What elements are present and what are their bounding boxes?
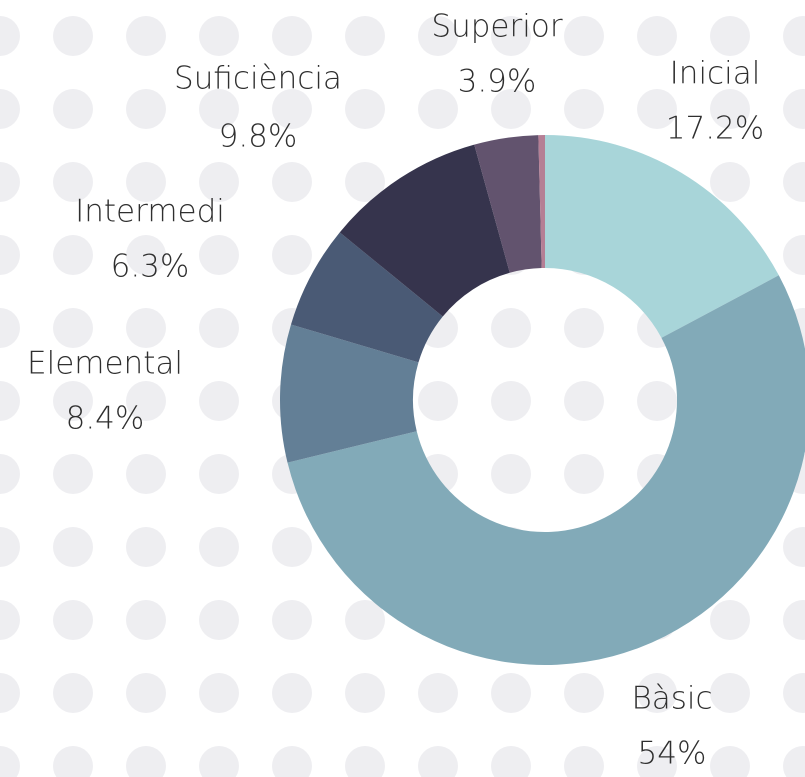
slice-label: Intermedi	[75, 194, 225, 230]
slice-value-label: 3.9%	[458, 64, 537, 100]
slice-label: Superior	[431, 9, 562, 45]
slice-label: Inicial	[670, 56, 761, 92]
donut-slice	[287, 275, 805, 665]
donut-slice	[339, 144, 510, 317]
slice-value-label: 54%	[638, 736, 707, 772]
slice-value-label: 6.3%	[111, 249, 190, 285]
slice-value-label: 9.8%	[219, 119, 298, 155]
slice-label: Bàsic	[631, 681, 712, 717]
donut-slice	[538, 135, 545, 269]
slice-label: Suficiència	[174, 61, 342, 97]
slice-value-label: 8.4%	[66, 401, 145, 437]
donut-slice	[290, 232, 443, 363]
slice-label: Elemental	[27, 346, 183, 382]
donut-slice	[545, 135, 779, 338]
donut-slice	[279, 324, 419, 463]
donut-slice	[474, 135, 542, 273]
slice-value-label: 17.2%	[666, 111, 764, 147]
